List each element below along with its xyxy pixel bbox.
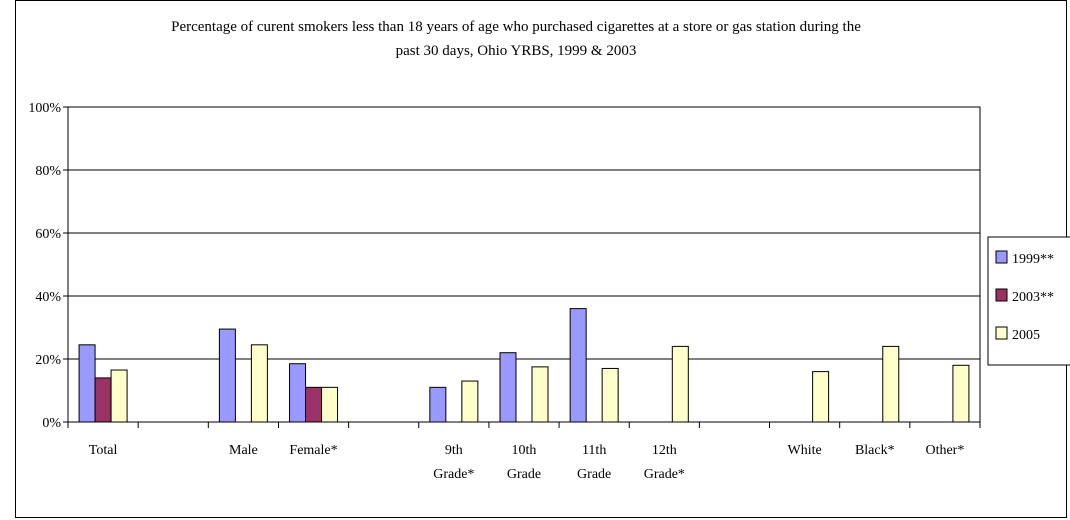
category-label: Male — [229, 443, 258, 458]
category-label: Black* — [855, 443, 895, 458]
bar-1999-9th — [429, 386, 447, 423]
bar-2005-female — [321, 386, 339, 423]
legend-swatch — [995, 288, 1008, 302]
category-label: Total — [89, 443, 118, 458]
legend-label: 2005 — [1012, 328, 1040, 343]
bars — [78, 308, 970, 423]
bar-2005-black — [882, 345, 900, 423]
chart-title-line-1: Percentage of curent smokers less than 1… — [171, 19, 861, 35]
bar-2005-other — [952, 364, 970, 423]
bar-2005-10th — [531, 366, 549, 423]
bar-2005-12th — [671, 345, 689, 423]
category-label-line-2: Grade — [577, 467, 611, 482]
bar-2003-total — [94, 377, 112, 423]
legend: 1999** 2003** 2005 — [987, 236, 1070, 366]
gridlines — [68, 106, 980, 360]
category-label-line-2: Grade* — [644, 467, 685, 482]
bar-2005-total — [110, 369, 128, 423]
plot-area-border — [67, 106, 981, 423]
legend-label: 1999** — [1012, 252, 1054, 267]
category-label: White — [788, 443, 822, 458]
y-axis: 0% 20% 40% 60% 80% 100% — [28, 101, 68, 431]
x-axis: Total Male Female* 9th Grade* 10th Grade 11th Gr… — [67, 422, 981, 482]
bar-1999-female — [289, 363, 307, 423]
y-tick-label: 80% — [35, 164, 61, 179]
bar-2005-white — [812, 371, 830, 423]
legend-label: 2003** — [1012, 290, 1054, 305]
category-label-line-2: Grade* — [433, 467, 474, 482]
category-label: Other* — [925, 443, 964, 458]
bar-1999-male — [218, 328, 236, 423]
y-tick-label: 0% — [42, 416, 61, 431]
plot-area — [67, 106, 981, 423]
category-label: 12th — [652, 443, 677, 458]
category-label: 9th — [445, 443, 463, 458]
y-tick-label: 60% — [35, 227, 61, 242]
legend-swatch — [995, 250, 1008, 264]
chart-title-line-2: past 30 days, Ohio YRBS, 1999 & 2003 — [395, 43, 637, 59]
legend-swatch — [995, 326, 1008, 340]
chart-title: Percentage of curent smokers less than 1… — [76, 15, 956, 63]
bar-2005-male — [250, 344, 268, 423]
bar-1999-11th — [569, 308, 587, 423]
y-tick-label: 20% — [35, 353, 61, 368]
y-tick-label: 100% — [28, 101, 61, 116]
bar-2005-11th — [601, 367, 619, 423]
bar-1999-10th — [499, 352, 517, 423]
category-label: 11th — [582, 443, 606, 458]
y-tick-label: 40% — [35, 290, 61, 305]
category-label-line-2: Grade — [507, 467, 541, 482]
bar-2003-female — [305, 386, 323, 423]
category-label: 10th — [512, 443, 537, 458]
category-label: Female* — [289, 443, 337, 458]
bar-2005-9th — [461, 380, 479, 423]
bar-1999-total — [78, 344, 96, 423]
